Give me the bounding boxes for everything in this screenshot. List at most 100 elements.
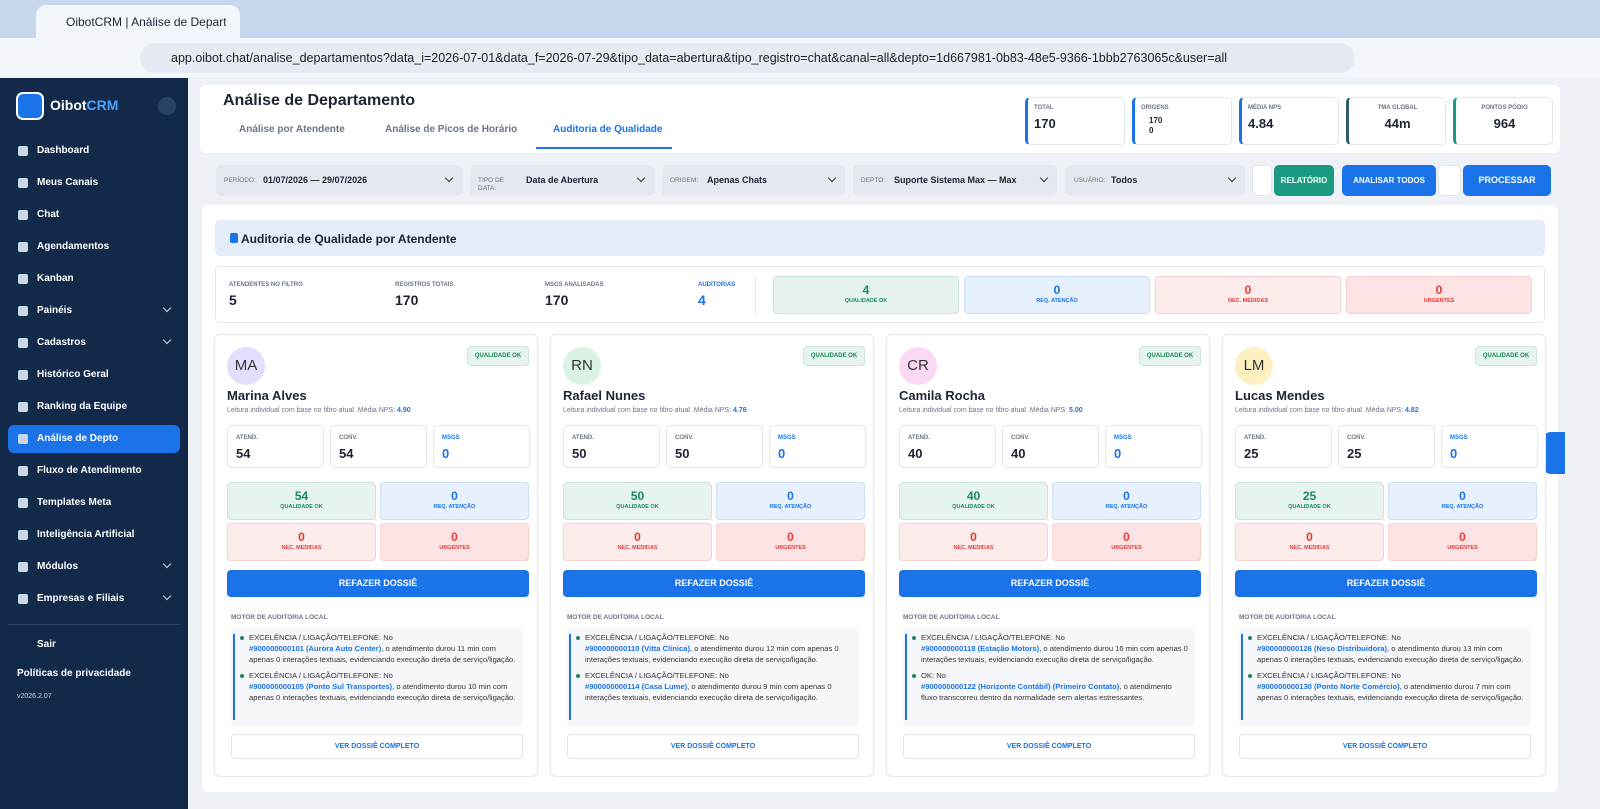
entry-link[interactable]: #900000000105 (Ponto Sul Transportes): [249, 682, 393, 691]
status-badge: QUALIDADE OK: [1475, 346, 1537, 366]
entry-link[interactable]: #900000000110 (Vitta Clínica): [585, 644, 690, 653]
filter-select[interactable]: TIPO DE DATA: Data de Abertura: [470, 165, 654, 196]
menu-item[interactable]: Ranking da Equipe: [8, 393, 180, 421]
redo-button[interactable]: REFAZER DOSSIÊ: [563, 570, 865, 597]
section-header: Auditoria de Qualidade por Atendente: [215, 220, 1545, 256]
filter-select[interactable]: USUÁRIO: Todos: [1066, 165, 1245, 196]
avatar: MA: [227, 347, 265, 385]
menu-label: Empresas e Filiais: [37, 593, 125, 604]
full-dossier-button[interactable]: VER DOSSIÊ COMPLETO: [1239, 734, 1531, 759]
agent-stat-value: 0: [442, 446, 450, 461]
menu-item[interactable]: Histórico Geral: [8, 361, 180, 389]
menu-item[interactable]: Análise de Depto: [8, 425, 180, 453]
agent-card: QUALIDADE OK RN Rafael Nunes Leitura indivi…: [550, 334, 874, 777]
quality-label: QUALIDADE OK: [952, 504, 995, 510]
log-rule: [233, 634, 235, 720]
report-button[interactable]: RELATÓRIO: [1274, 165, 1334, 196]
agent-stat-label: MSGS: [1450, 435, 1468, 441]
side-toggle[interactable]: [1543, 432, 1565, 474]
tab-bar: [0, 0, 1600, 38]
agent-stat-label: CONV.: [675, 435, 694, 441]
agent-stat: CONV. 25: [1338, 425, 1435, 468]
log-rule: [905, 634, 907, 720]
full-dossier-button[interactable]: VER DOSSIÊ COMPLETO: [567, 734, 859, 759]
agent-card: QUALIDADE OK LM Lucas Mendes Leitura indivi…: [1222, 334, 1546, 777]
menu-item[interactable]: Meus Canais: [8, 169, 180, 197]
quality-box: 0 URGENTES: [1388, 523, 1537, 561]
entry-link[interactable]: #900000000122 (Horizonte Contábil) (Prim…: [921, 682, 1120, 691]
browser-tab[interactable]: OibotCRM | Análise de Departa: [36, 5, 240, 38]
stat-value: 0: [1149, 126, 1154, 135]
page-title: Análise de Departamento: [223, 92, 416, 109]
menu-label: Agendamentos: [37, 241, 110, 252]
filter-select[interactable]: ORIGEM: Apenas Chats: [662, 165, 845, 196]
tab[interactable]: Análise por Atendente: [239, 124, 345, 135]
menu-item[interactable]: Agendamentos: [8, 233, 180, 261]
quality-value: 0: [634, 530, 641, 544]
privacy-link[interactable]: Políticas de privacidade: [17, 668, 131, 679]
entry-link[interactable]: #900000000130 (Ponto Norte Comércio): [1257, 682, 1400, 691]
url-field[interactable]: [140, 43, 1355, 73]
menu-item[interactable]: Inteligência Artificial: [8, 521, 180, 549]
menu-item[interactable]: Cadastros: [8, 329, 180, 357]
stat-card: TOTAL 170: [1025, 97, 1125, 145]
menu-label: Ranking da Equipe: [37, 401, 128, 412]
search-button[interactable]: [1438, 165, 1461, 196]
stat-value: 4.84: [1248, 116, 1274, 131]
menu-icon: [18, 434, 28, 444]
analyze-all-button[interactable]: ANALISAR TODOS: [1342, 165, 1436, 196]
process-button[interactable]: PROCESSAR: [1463, 165, 1551, 196]
redo-button[interactable]: REFAZER DOSSIÊ: [899, 570, 1201, 597]
agent-subtitle: Leitura individual com base no filtro at…: [563, 407, 747, 414]
quality-value: 0: [451, 489, 458, 503]
filter-value: Apenas Chats: [707, 175, 768, 185]
quality-value: 0: [298, 530, 305, 544]
entry-link[interactable]: #900000000101 (Aurora Auto Center): [249, 644, 382, 653]
summary-badge: 4 QUALIDADE OK: [773, 276, 959, 314]
redo-button[interactable]: REFAZER DOSSIÊ: [227, 570, 529, 597]
badge-label: QUALIDADE OK: [844, 298, 888, 304]
audit-log: EXCELÊNCIA / LIGAÇÃO/TELEFONE: No #900000…: [903, 628, 1195, 726]
tab[interactable]: Auditoria de Qualidade: [553, 124, 663, 135]
entry-link[interactable]: #900000000114 (Casa Lume): [585, 682, 688, 691]
entry-link[interactable]: #900000000126 (Neso Distribuidora): [1257, 644, 1388, 653]
entry-dot: [912, 674, 916, 678]
collapse-button[interactable]: [158, 97, 176, 115]
menu-item[interactable]: Templates Meta: [8, 489, 180, 517]
filter-select[interactable]: DEPTO: Suporte Sistema Max — Max: [853, 165, 1057, 196]
logout[interactable]: Sair: [8, 634, 180, 656]
quality-label: REQ. ATENÇÃO: [433, 504, 476, 510]
audit-log: EXCELÊNCIA / LIGAÇÃO/TELEFONE: No #900000…: [231, 628, 523, 726]
agent-stat-label: CONV.: [1011, 435, 1030, 441]
menu-item[interactable]: Painéis: [8, 297, 180, 325]
filter-label: PERÍODO:: [224, 177, 256, 184]
agent-stat-label: MSGS: [1114, 435, 1132, 441]
redo-button[interactable]: REFAZER DOSSIÊ: [1235, 570, 1537, 597]
summary-badge: 0 NEC. MEDIDAS: [1155, 276, 1341, 314]
filter-select[interactable]: PERÍODO: 01/07/2026 — 29/07/2026: [216, 165, 462, 196]
settings-button[interactable]: [1252, 165, 1272, 196]
tab-underline: [536, 147, 672, 149]
full-dossier-button[interactable]: VER DOSSIÊ COMPLETO: [903, 734, 1195, 759]
quality-label: REQ. ATENÇÃO: [1105, 504, 1148, 510]
quality-box: 0 REQ. ATENÇÃO: [380, 482, 529, 520]
menu-item[interactable]: Empresas e Filiais: [8, 585, 180, 613]
chevron: [1227, 173, 1237, 183]
entry-link[interactable]: #900000000118 (Estação Motors): [921, 644, 1040, 653]
entry-dot: [1248, 636, 1252, 640]
menu-item[interactable]: Chat: [8, 201, 180, 229]
menu-item[interactable]: Fluxo de Atendimento: [8, 457, 180, 485]
full-dossier-button[interactable]: VER DOSSIÊ COMPLETO: [231, 734, 523, 759]
menu-item[interactable]: Módulos: [8, 553, 180, 581]
menu-icon: [18, 466, 28, 476]
menu-icon: [18, 242, 28, 252]
stat-label: MÉDIA NPS: [1248, 105, 1282, 111]
quality-box: 0 NEC. MEDIDAS: [227, 523, 376, 561]
quality-value: 50: [630, 489, 645, 503]
badge-value: 4: [862, 283, 870, 297]
tab[interactable]: Análise de Picos de Horário: [385, 124, 518, 135]
menu-item[interactable]: Kanban: [8, 265, 180, 293]
menu-label: Análise de Depto: [37, 433, 119, 444]
menu-item[interactable]: Dashboard: [8, 137, 180, 165]
menu-icon: [18, 370, 28, 380]
